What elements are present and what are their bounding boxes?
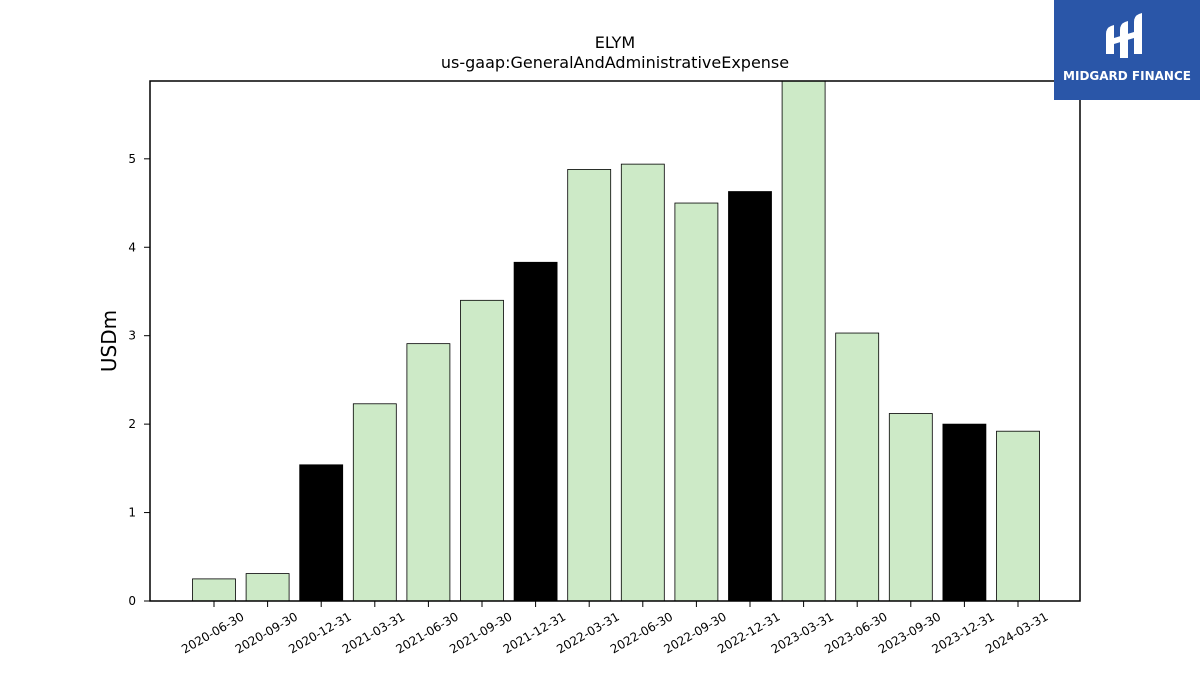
chart-title: ELYM (595, 33, 635, 52)
midgard-logo-icon (1106, 13, 1142, 58)
chart-subtitle: us-gaap:GeneralAndAdministrativeExpense (441, 53, 789, 72)
y-tick-label: 4 (128, 240, 136, 254)
bar-2023-03-31 (781, 80, 826, 602)
y-tick-label: 1 (128, 506, 136, 520)
y-axis-label: USDm (97, 310, 121, 372)
bar-2022-09-30 (674, 202, 719, 602)
bar-2021-06-30 (406, 343, 451, 602)
bar-2024-03-31 (996, 430, 1040, 602)
logo-text: MIDGARD FINANCE (1063, 69, 1191, 83)
y-tick-label: 0 (128, 594, 136, 608)
bar-2023-12-31 (942, 423, 987, 602)
y-ticks: 0 1 2 3 4 5 (128, 152, 150, 608)
bar-2022-06-30 (620, 163, 665, 602)
bar-2020-09-30 (245, 573, 290, 602)
bar-2022-03-31 (567, 169, 612, 602)
plot-frame (149, 80, 1081, 602)
y-tick-label: 5 (128, 152, 136, 166)
bar-2022-12-31 (728, 191, 772, 602)
bars (192, 80, 1040, 602)
bar-2023-06-30 (835, 332, 880, 602)
y-tick-label: 3 (128, 329, 136, 343)
bar-2021-03-31 (352, 403, 397, 602)
y-tick-label: 2 (128, 417, 136, 431)
bar-2021-09-30 (460, 299, 504, 602)
bar-2021-12-31 (513, 261, 558, 602)
bar-2020-12-31 (299, 464, 344, 602)
bar-2020-06-30 (192, 578, 236, 602)
x-ticks: 2020-06-302020-09-302020-12-312021-03-31… (179, 601, 1051, 656)
midgard-finance-logo: MIDGARD FINANCE (1054, 0, 1200, 100)
bar-2023-09-30 (888, 413, 933, 602)
